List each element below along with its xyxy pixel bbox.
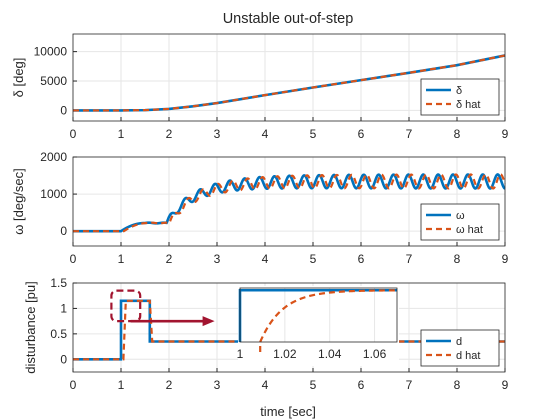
x-tick-label: 3 [214,127,221,141]
inset-background [238,286,399,366]
x-tick-label: 6 [358,252,365,266]
x-tick-label: 9 [502,252,509,266]
y-tick-label: 1.5 [50,276,67,290]
x-tick-label: 4 [262,378,269,392]
legend-entry: ω hat [456,224,483,236]
inset-tick-label: 1 [237,347,244,361]
x-tick-label: 8 [454,127,461,141]
x-tick-label: 9 [502,378,509,392]
series-delta [73,54,506,112]
y-axis-label: δ [deg] [11,58,26,98]
legend-entry: δ hat [456,99,480,111]
legend-entry: ω [456,210,465,222]
y-tick-label: 2000 [40,150,67,164]
x-tick-label: 3 [214,252,221,266]
y-tick-label: 5000 [40,74,67,88]
legend-box [420,329,500,367]
y-tick-label: 0 [60,103,67,117]
x-tick-label: 6 [358,127,365,141]
series-omega-hat [73,173,507,233]
y-tick-label: 0 [60,352,67,366]
x-tick-label: 2 [166,378,173,392]
inset-tick-label: 1.06 [363,347,387,361]
x-tick-label: 4 [262,252,269,266]
x-tick-label: 7 [406,252,413,266]
x-tick-label: 5 [310,127,317,141]
inset-series-d-hat [259,289,397,352]
axes-frame [72,33,506,122]
x-axis-label: time [sec] [260,404,316,419]
legend-box [420,203,500,241]
x-tick-label: 7 [406,378,413,392]
zoom-highlight-box [110,289,142,323]
legend-entry: d hat [456,350,480,362]
x-tick-label: 0 [70,127,77,141]
series-d-hat [73,299,505,361]
x-tick-label: 6 [358,378,365,392]
x-tick-label: 0 [70,378,77,392]
zoom-inset: 1 1.02 1.04 1.06 [237,286,399,366]
y-axis-label: ω [deg/sec] [11,168,26,235]
x-tick-label: 5 [310,252,317,266]
y-tick-label: 0.5 [50,327,67,341]
x-tick-label: 2 [166,252,173,266]
x-tick-label: 0 [70,252,77,266]
axes-frame [72,282,506,373]
zoom-arrow-head [202,316,215,327]
figure-title: Unstable out-of-step [223,11,354,27]
inset-tick-label: 1.04 [318,347,342,361]
legend-entry: δ [456,85,462,97]
y-tick-label: 0 [60,224,67,238]
subplot-omega: 0 1 2 3 4 5 6 7 8 9 0 1000 2000 ω [deg/sec] ω ω hat [11,150,509,266]
x-tick-label: 1 [118,252,125,266]
x-tick-label: 9 [502,127,509,141]
x-tick-label: 3 [214,378,221,392]
y-axis-label: disturbance [pu] [23,281,38,374]
x-tick-label: 1 [118,378,125,392]
x-tick-label: 8 [454,252,461,266]
subplot-delta: 0 1 2 3 4 5 6 7 8 9 0 5000 10000 δ [deg] δ δ hat [11,33,509,141]
y-tick-label: 10000 [34,45,68,59]
x-tick-label: 5 [310,378,317,392]
x-tick-label: 8 [454,378,461,392]
x-tick-label: 7 [406,127,413,141]
inset-tick-label: 1.02 [273,347,297,361]
x-tick-label: 1 [118,127,125,141]
legend-entry: d [456,336,462,348]
x-tick-label: 2 [166,127,173,141]
inset-frame [239,287,398,343]
y-tick-label: 1000 [40,187,67,201]
legend-box [420,78,500,116]
x-tick-label: 4 [262,127,269,141]
axes-frame [72,156,506,247]
y-tick-label: 1 [60,301,67,315]
